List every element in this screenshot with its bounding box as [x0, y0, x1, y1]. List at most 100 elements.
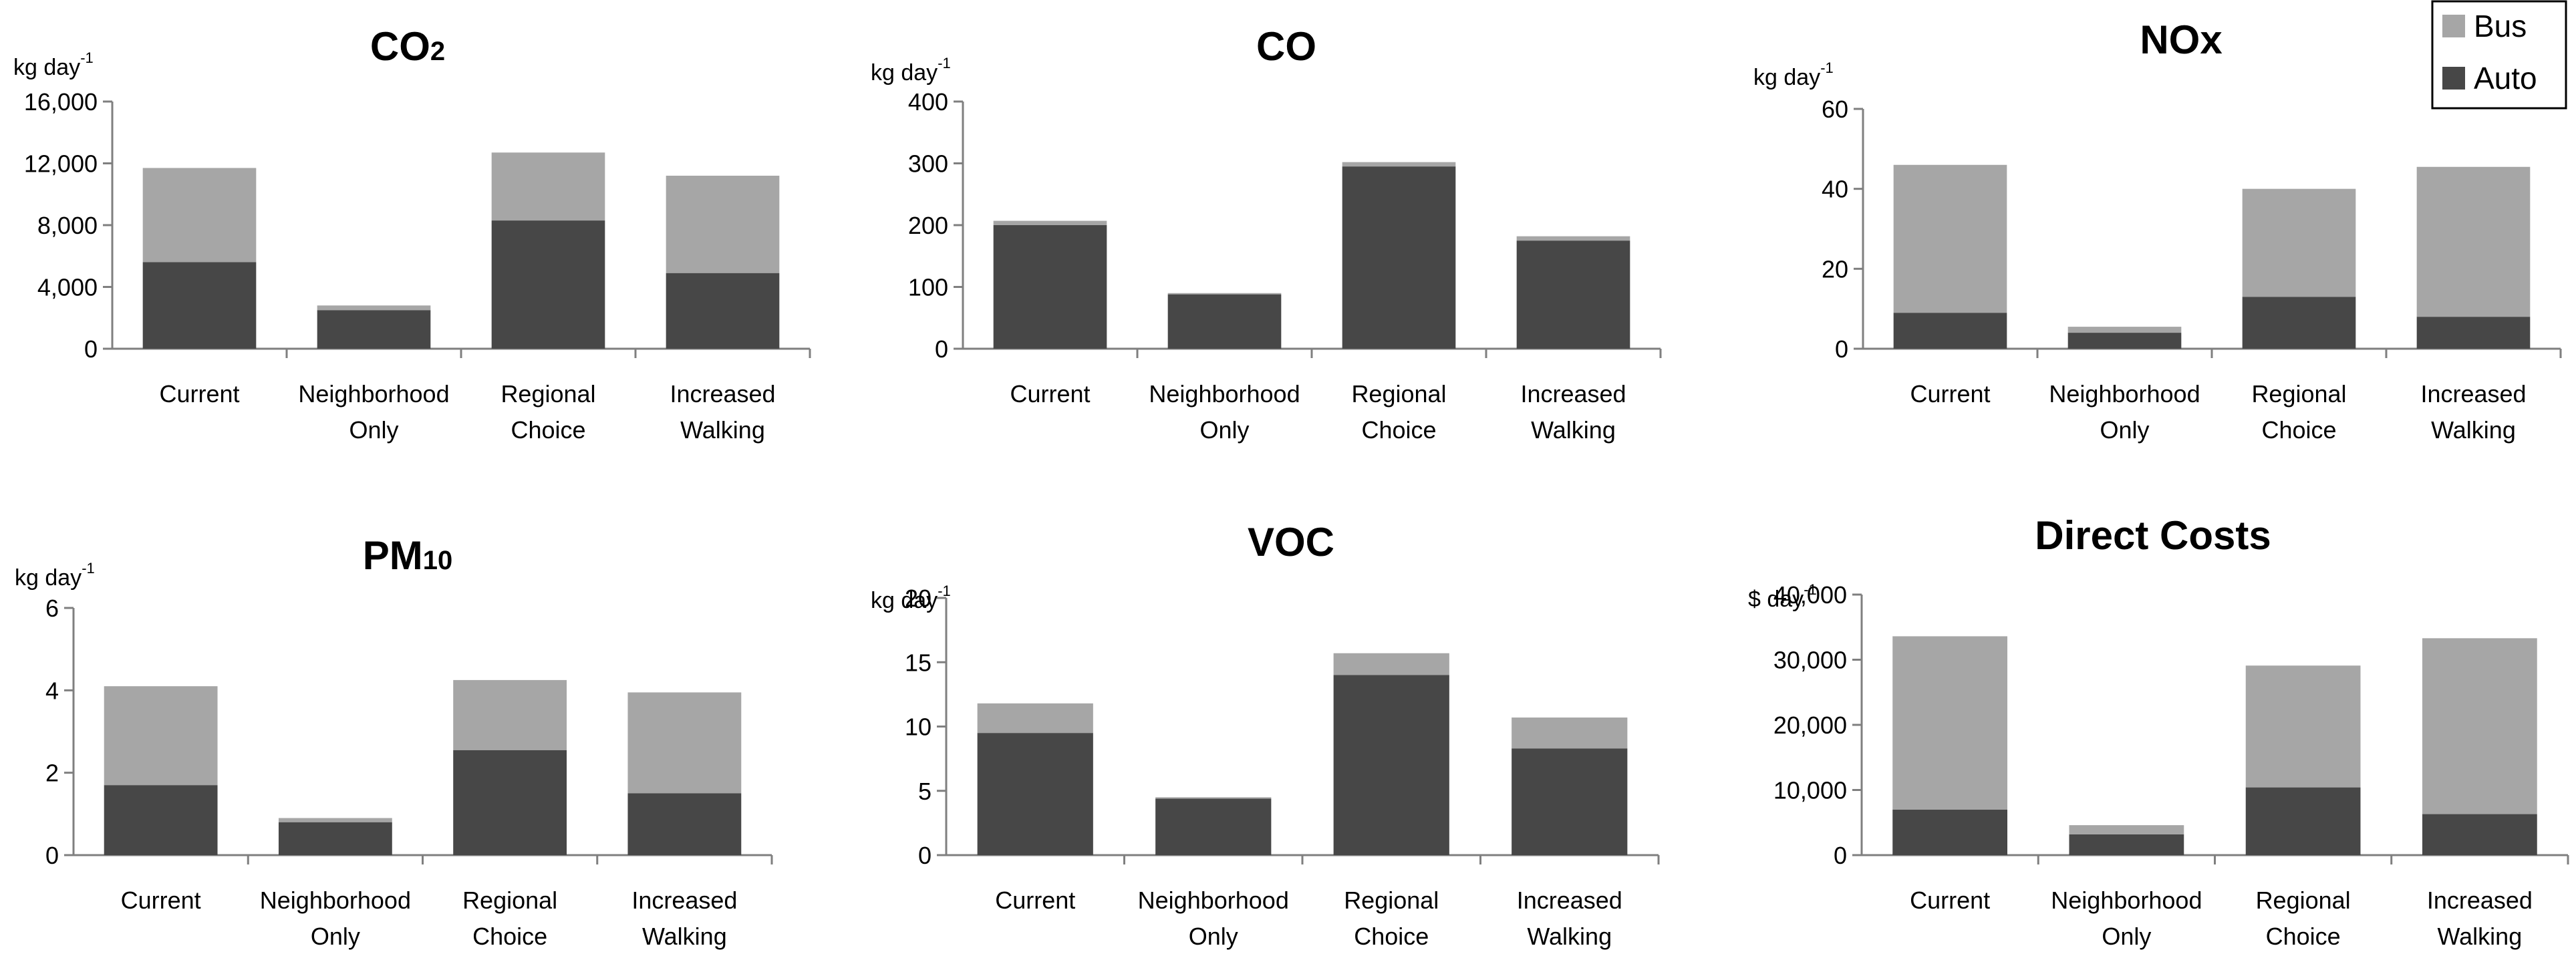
y-unit-label: kg day-1 — [15, 560, 95, 591]
x-category-label: Choice — [2266, 923, 2341, 950]
y-tick-label: 8,000 — [37, 212, 98, 239]
x-category-label: Neighborhood — [1138, 887, 1289, 914]
chart-title-main: CO — [1256, 24, 1316, 69]
x-category-label: Walking — [642, 923, 727, 950]
bar-bus — [142, 168, 257, 263]
chart-title-subscript: 10 — [423, 546, 453, 575]
chart-title: PM10 — [363, 533, 453, 578]
y-tick-label: 20,000 — [1773, 711, 1847, 739]
y-tick-label: 0 — [45, 842, 59, 869]
bar-auto — [1892, 809, 2008, 855]
chart-panel-0: CO2 kg day-1 0 4,000 8,000 12,000 16,000 Curren… — [13, 24, 811, 444]
chart-panel-2: NOx kg day-1 0 20 40 60 Current Neighborhood Onl… — [1753, 17, 2562, 444]
bar-auto — [666, 273, 780, 349]
x-category-label: Regional — [2251, 380, 2346, 408]
x-category-label: Only — [349, 416, 398, 444]
y-tick-label: 40,000 — [1773, 581, 1847, 609]
y-tick-label: 6 — [45, 595, 59, 622]
chart-title: VOC — [1248, 520, 1334, 565]
x-category-label: Walking — [1527, 923, 1612, 950]
legend-label-bus: Bus — [2474, 9, 2527, 43]
x-category-label: Neighborhood — [1149, 380, 1300, 408]
x-category-label: Walking — [2438, 923, 2523, 950]
x-category-label: Regional — [2256, 887, 2351, 914]
y-unit-label: kg day-1 — [1753, 59, 1834, 90]
y-tick-label: 60 — [1822, 96, 1848, 123]
x-category-label: Walking — [2431, 416, 2516, 444]
x-category-label: Current — [121, 887, 201, 914]
bar-auto — [1893, 313, 2007, 349]
bar-bus — [1516, 236, 1630, 241]
y-tick-label: 20 — [1822, 255, 1848, 283]
y-unit-superscript: -1 — [938, 55, 951, 71]
x-category-label: Increased — [2427, 887, 2533, 914]
bar-auto — [104, 785, 218, 855]
y-tick-label: 15 — [905, 649, 932, 676]
chart-panel-4: VOC kg day-1 0 5 10 15 20 Current Neighborhood On… — [871, 520, 1660, 950]
y-tick-label: 30,000 — [1773, 647, 1847, 674]
chart-title: Direct Costs — [2035, 513, 2271, 558]
y-unit-text: $ day — [1748, 587, 1804, 612]
y-tick-label: 2 — [45, 760, 59, 787]
y-tick-label: 0 — [935, 335, 948, 363]
bar-auto — [1333, 675, 1449, 855]
y-tick-label: 400 — [908, 88, 948, 116]
y-unit-superscript: -1 — [80, 49, 94, 66]
x-category-label: Choice — [1361, 416, 1436, 444]
y-tick-label: 0 — [1835, 335, 1848, 363]
y-tick-label: 4 — [45, 677, 59, 704]
x-category-label: Neighborhood — [2051, 887, 2202, 914]
bar-auto — [1155, 798, 1272, 855]
bar-bus — [666, 176, 780, 273]
x-category-label: Only — [1189, 923, 1238, 950]
bar-auto — [2416, 317, 2531, 349]
chart-title-main: PM — [363, 533, 423, 578]
y-unit-text: kg day — [1753, 65, 1820, 90]
y-unit-text: kg day — [15, 565, 82, 591]
bar-bus — [993, 220, 1107, 225]
bar-bus — [1342, 162, 1456, 167]
bar-auto — [1167, 294, 1282, 349]
bar-bus — [104, 686, 218, 786]
bar-auto — [453, 750, 567, 855]
x-category-label: Increased — [631, 887, 737, 914]
bar-auto — [993, 225, 1107, 349]
x-category-label: Current — [1910, 887, 1990, 914]
y-tick-label: 200 — [908, 212, 948, 239]
bar-auto — [2067, 333, 2182, 349]
bar-auto — [2242, 297, 2356, 349]
x-category-label: Neighborhood — [298, 380, 449, 408]
x-category-label: Regional — [1344, 887, 1439, 914]
bar-bus — [2245, 665, 2361, 788]
x-category-label: Increased — [1520, 380, 1626, 408]
bar-bus — [2067, 327, 2182, 333]
bar-bus — [2422, 638, 2537, 814]
bar-auto — [627, 793, 742, 855]
y-tick-label: 20 — [905, 585, 932, 612]
chart-title: CO — [1256, 24, 1316, 69]
y-unit-text: kg day — [871, 588, 938, 613]
bar-bus — [977, 703, 1093, 734]
bar-auto — [491, 220, 605, 349]
y-tick-label: 40 — [1822, 176, 1848, 203]
bar-bus — [453, 679, 567, 750]
y-unit-superscript: -1 — [938, 583, 951, 599]
x-category-label: Current — [1010, 380, 1090, 408]
y-unit-superscript: -1 — [1804, 581, 1817, 598]
x-category-label: Choice — [511, 416, 585, 444]
x-category-label: Current — [1910, 380, 1990, 408]
bar-bus — [1893, 164, 2007, 313]
x-category-label: Regional — [1351, 380, 1446, 408]
x-category-label: Current — [995, 887, 1075, 914]
bar-bus — [2242, 188, 2356, 297]
bar-bus — [1155, 797, 1272, 799]
chart-title: NOx — [2140, 17, 2222, 62]
y-tick-label: 0 — [918, 842, 932, 869]
y-tick-label: 100 — [908, 274, 948, 301]
x-category-label: Regional — [500, 380, 595, 408]
bar-auto — [977, 733, 1093, 855]
bar-bus — [1333, 653, 1449, 675]
bar-bus — [2416, 166, 2531, 317]
y-tick-label: 10 — [905, 713, 932, 741]
